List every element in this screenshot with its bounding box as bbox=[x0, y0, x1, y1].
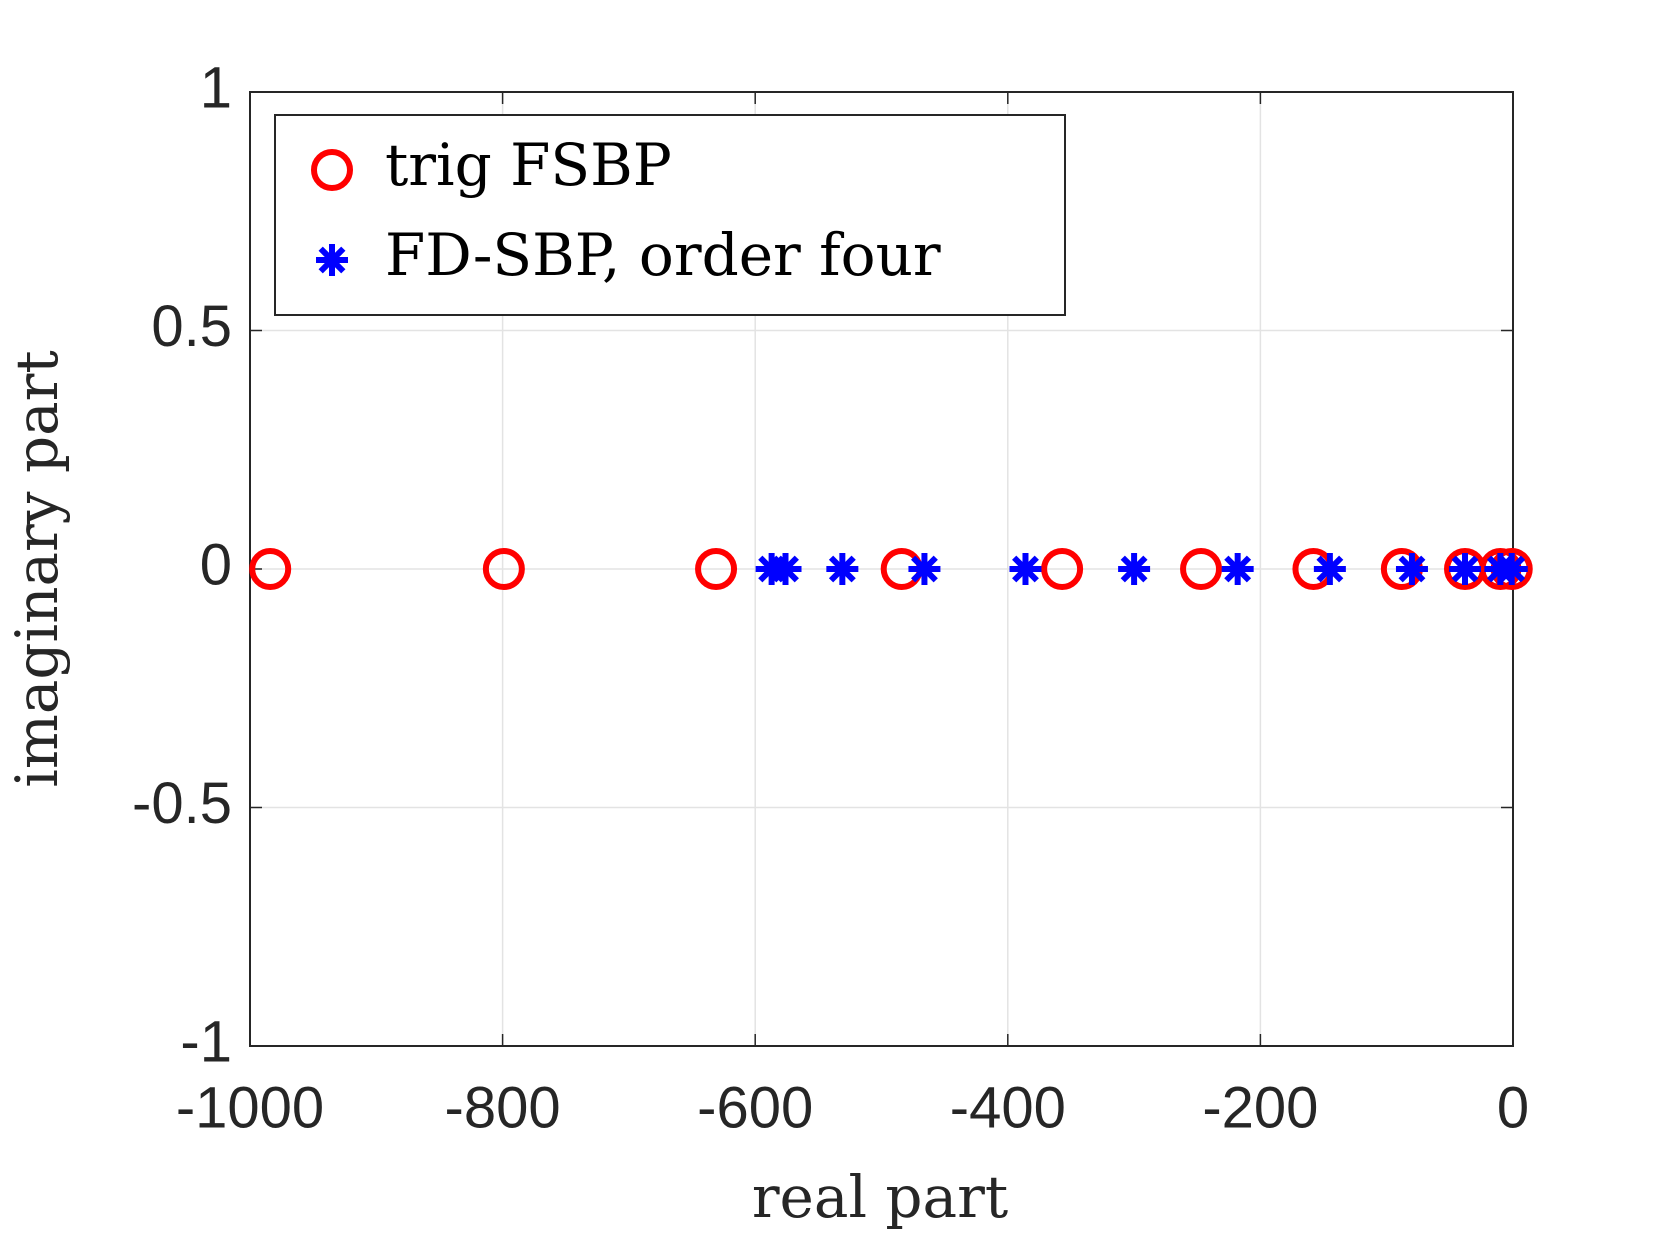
circle-marker bbox=[695, 548, 738, 590]
star-marker bbox=[769, 553, 802, 585]
legend-box bbox=[274, 114, 1066, 316]
y-tick-label: 0 bbox=[200, 532, 232, 597]
star-stroke bbox=[1451, 555, 1479, 583]
star-marker bbox=[826, 553, 859, 585]
circle-marker bbox=[1041, 548, 1084, 590]
star-stroke bbox=[1224, 555, 1252, 583]
y-tick-label: -0.5 bbox=[132, 771, 232, 836]
star-marker bbox=[1118, 553, 1151, 585]
star-marker bbox=[1449, 553, 1482, 585]
circle-marker bbox=[482, 548, 525, 590]
star-stroke bbox=[1012, 555, 1039, 583]
star-stroke bbox=[1498, 555, 1526, 583]
star-marker bbox=[1395, 553, 1428, 585]
legend-label: FD-SBP, order four bbox=[385, 221, 941, 289]
star-stroke bbox=[772, 555, 799, 583]
star-stroke bbox=[911, 555, 938, 583]
x-tick-label: -400 bbox=[950, 1075, 1066, 1140]
x-tick-label: -800 bbox=[445, 1075, 561, 1140]
star-marker bbox=[1313, 553, 1346, 585]
circle-marker bbox=[311, 149, 353, 191]
y-tick-label: -1 bbox=[180, 1009, 232, 1074]
y-tick-label: 0.5 bbox=[151, 294, 232, 359]
circle-marker bbox=[1180, 548, 1223, 590]
x-tick-label: -1000 bbox=[176, 1075, 324, 1140]
star-stroke bbox=[1120, 555, 1148, 583]
y-tick-label: 1 bbox=[200, 55, 232, 120]
x-tick-label: -200 bbox=[1202, 1075, 1318, 1140]
star-stroke bbox=[828, 555, 856, 583]
star-marker bbox=[1009, 553, 1042, 585]
y-axis-label: imaginary part bbox=[3, 350, 71, 787]
x-tick-label: 0 bbox=[1497, 1075, 1529, 1140]
star-marker bbox=[908, 553, 941, 585]
star-marker bbox=[1495, 553, 1528, 585]
circle-marker bbox=[249, 548, 292, 590]
star-marker bbox=[1221, 553, 1254, 585]
star-marker bbox=[316, 244, 348, 276]
x-tick-label: -600 bbox=[697, 1075, 813, 1140]
star-stroke bbox=[318, 246, 346, 274]
star-stroke bbox=[1398, 555, 1426, 583]
legend-label: trig FSBP bbox=[385, 131, 672, 199]
x-axis-label: real part bbox=[752, 1163, 1008, 1231]
star-stroke bbox=[1316, 555, 1344, 583]
